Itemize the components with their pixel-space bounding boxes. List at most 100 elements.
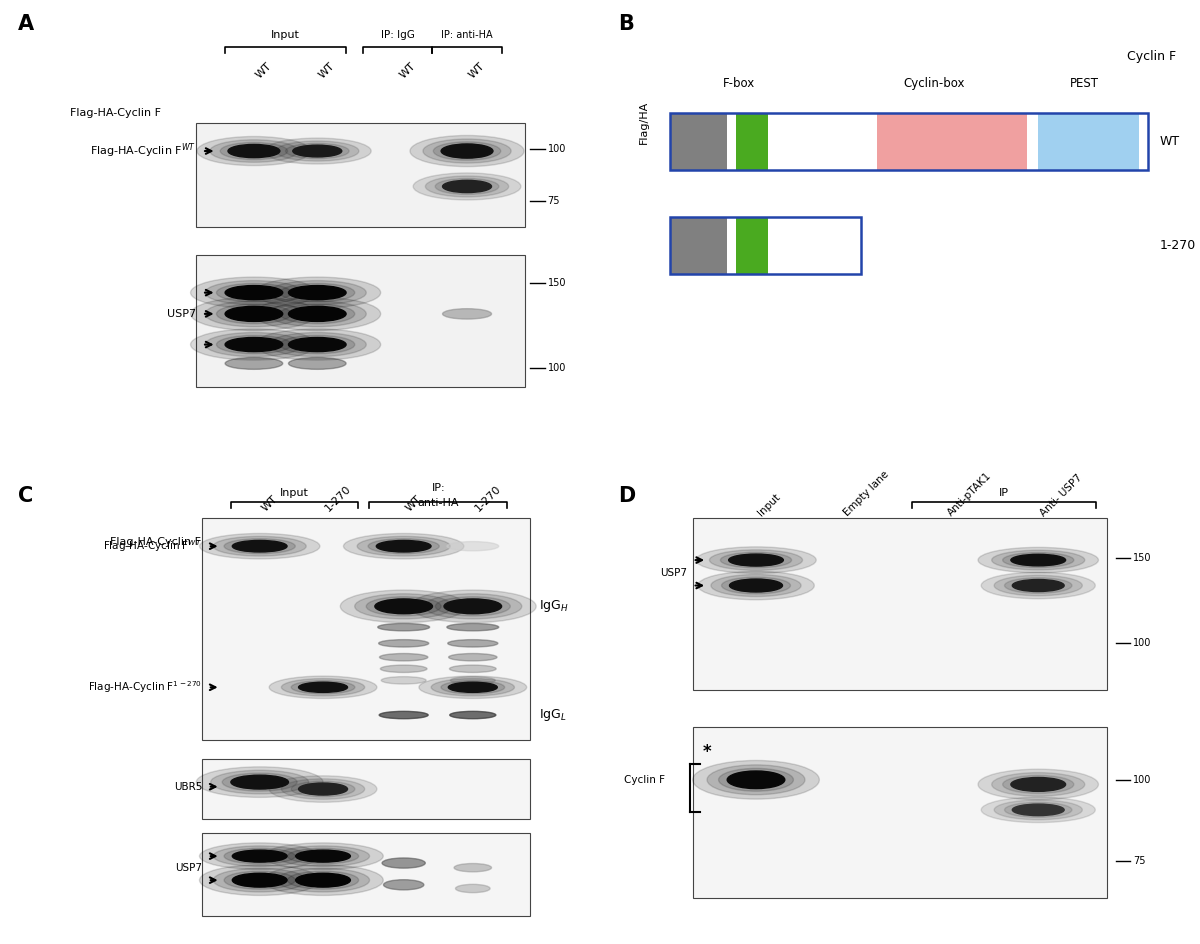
Ellipse shape bbox=[292, 782, 355, 797]
Text: WT: WT bbox=[1159, 135, 1180, 148]
Ellipse shape bbox=[280, 335, 355, 354]
Ellipse shape bbox=[424, 594, 522, 619]
Text: IP: IP bbox=[998, 488, 1009, 497]
Ellipse shape bbox=[292, 681, 355, 694]
Ellipse shape bbox=[696, 547, 816, 573]
Ellipse shape bbox=[191, 297, 317, 330]
Ellipse shape bbox=[226, 285, 283, 300]
Ellipse shape bbox=[707, 765, 805, 795]
Ellipse shape bbox=[444, 598, 502, 614]
Ellipse shape bbox=[442, 143, 493, 158]
Ellipse shape bbox=[288, 306, 346, 321]
Ellipse shape bbox=[286, 143, 349, 159]
Text: WT: WT bbox=[467, 60, 487, 80]
Text: Flag-HA-Cyclin F$^{WT}$: Flag-HA-Cyclin F$^{WT}$ bbox=[90, 142, 197, 160]
Ellipse shape bbox=[1004, 578, 1072, 594]
Text: 150: 150 bbox=[1133, 553, 1152, 563]
Ellipse shape bbox=[221, 143, 288, 160]
FancyBboxPatch shape bbox=[202, 759, 530, 819]
Ellipse shape bbox=[1003, 775, 1074, 794]
Text: 1-270: 1-270 bbox=[323, 484, 353, 514]
Ellipse shape bbox=[214, 536, 306, 556]
Ellipse shape bbox=[254, 297, 380, 330]
Ellipse shape bbox=[288, 285, 346, 300]
Ellipse shape bbox=[410, 135, 524, 166]
Text: 150: 150 bbox=[547, 278, 566, 288]
Ellipse shape bbox=[692, 761, 820, 800]
Ellipse shape bbox=[280, 283, 355, 302]
FancyBboxPatch shape bbox=[692, 727, 1108, 898]
Text: A: A bbox=[18, 14, 34, 34]
Ellipse shape bbox=[697, 571, 815, 599]
Text: F-box: F-box bbox=[722, 76, 755, 90]
Ellipse shape bbox=[269, 280, 366, 305]
Text: 1-270: 1-270 bbox=[473, 484, 503, 514]
Ellipse shape bbox=[443, 309, 492, 319]
Text: WT: WT bbox=[403, 495, 424, 514]
FancyBboxPatch shape bbox=[670, 113, 727, 170]
Ellipse shape bbox=[276, 846, 370, 867]
Ellipse shape bbox=[1004, 802, 1072, 818]
Ellipse shape bbox=[343, 533, 464, 559]
Ellipse shape bbox=[214, 868, 306, 892]
Ellipse shape bbox=[382, 858, 425, 868]
Ellipse shape bbox=[720, 552, 792, 568]
Ellipse shape bbox=[728, 554, 784, 566]
Ellipse shape bbox=[222, 773, 298, 791]
Ellipse shape bbox=[216, 304, 292, 324]
Text: 100: 100 bbox=[547, 143, 566, 154]
FancyBboxPatch shape bbox=[202, 833, 530, 917]
Text: Cyclin-box: Cyclin-box bbox=[904, 76, 965, 90]
Ellipse shape bbox=[226, 337, 283, 351]
FancyBboxPatch shape bbox=[202, 518, 530, 740]
Text: C: C bbox=[18, 486, 34, 506]
Text: IgG$_{H}$: IgG$_{H}$ bbox=[539, 598, 569, 615]
Ellipse shape bbox=[380, 666, 427, 672]
Ellipse shape bbox=[409, 590, 536, 623]
Ellipse shape bbox=[991, 550, 1085, 570]
Ellipse shape bbox=[378, 623, 430, 631]
Ellipse shape bbox=[269, 301, 366, 327]
Ellipse shape bbox=[269, 676, 377, 699]
Ellipse shape bbox=[448, 640, 498, 647]
Ellipse shape bbox=[1013, 804, 1064, 816]
Text: WT: WT bbox=[259, 495, 280, 514]
FancyBboxPatch shape bbox=[1027, 113, 1038, 170]
Ellipse shape bbox=[205, 280, 302, 305]
FancyBboxPatch shape bbox=[877, 113, 1027, 170]
Ellipse shape bbox=[224, 539, 295, 554]
FancyBboxPatch shape bbox=[692, 518, 1108, 689]
Text: IP:: IP: bbox=[432, 483, 445, 493]
Ellipse shape bbox=[233, 873, 287, 887]
Text: 100: 100 bbox=[1133, 775, 1152, 784]
Text: Cyclin F: Cyclin F bbox=[1127, 50, 1176, 63]
Ellipse shape bbox=[450, 666, 496, 672]
Text: Anti-pTAK1: Anti-pTAK1 bbox=[946, 471, 994, 518]
Ellipse shape bbox=[446, 542, 499, 551]
Ellipse shape bbox=[978, 548, 1098, 573]
Ellipse shape bbox=[295, 851, 350, 862]
FancyBboxPatch shape bbox=[1139, 113, 1147, 170]
Ellipse shape bbox=[288, 358, 346, 369]
Ellipse shape bbox=[382, 677, 426, 684]
Text: IP: IgG: IP: IgG bbox=[380, 30, 415, 40]
Ellipse shape bbox=[368, 539, 439, 554]
Ellipse shape bbox=[991, 772, 1085, 796]
Ellipse shape bbox=[299, 683, 348, 692]
Ellipse shape bbox=[436, 178, 499, 194]
Ellipse shape bbox=[419, 676, 527, 699]
Text: 1-270: 1-270 bbox=[1159, 239, 1195, 252]
Text: Flag-HA-Cyclin F$^{WT}$: Flag-HA-Cyclin F$^{WT}$ bbox=[103, 538, 202, 554]
Text: PEST: PEST bbox=[1070, 76, 1099, 90]
Ellipse shape bbox=[440, 681, 505, 694]
Text: IP: anti-HA: IP: anti-HA bbox=[442, 30, 493, 40]
Ellipse shape bbox=[199, 865, 320, 896]
Text: D: D bbox=[618, 486, 635, 506]
Ellipse shape bbox=[216, 335, 292, 354]
Ellipse shape bbox=[205, 301, 302, 327]
FancyBboxPatch shape bbox=[736, 113, 768, 170]
Ellipse shape bbox=[727, 771, 785, 788]
Ellipse shape bbox=[199, 533, 320, 559]
Ellipse shape bbox=[226, 306, 283, 321]
Text: USP7: USP7 bbox=[175, 863, 202, 873]
